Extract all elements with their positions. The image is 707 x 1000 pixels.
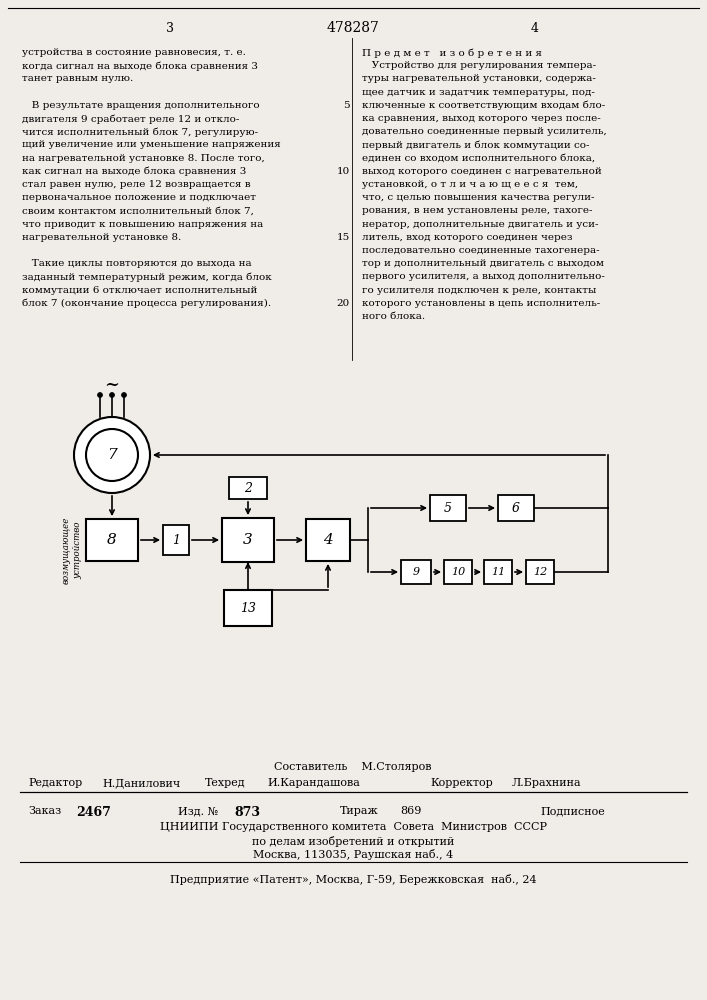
- Text: В результате вращения дополнительного: В результате вращения дополнительного: [22, 101, 259, 110]
- Text: первый двигатель и блок коммутации со-: первый двигатель и блок коммутации со-: [362, 140, 590, 150]
- Text: Н.Данилович: Н.Данилович: [102, 778, 180, 788]
- Text: 869: 869: [400, 806, 421, 816]
- Text: которого установлены в цепь исполнитель-: которого установлены в цепь исполнитель-: [362, 299, 600, 308]
- Text: щий увеличение или уменьшение напряжения: щий увеличение или уменьшение напряжения: [22, 140, 281, 149]
- Bar: [163, 525, 189, 555]
- Text: 10: 10: [451, 567, 465, 577]
- Text: 2: 2: [244, 482, 252, 494]
- Text: первого усилителя, а выход дополнительно-: первого усилителя, а выход дополнительно…: [362, 272, 605, 281]
- Text: Устройство для регулирования темпера-: Устройство для регулирования темпера-: [362, 61, 596, 70]
- Text: выход которого соединен с нагревательной: выход которого соединен с нагревательной: [362, 167, 602, 176]
- Text: Заказ: Заказ: [28, 806, 61, 816]
- Text: двигателя 9 сработает реле 12 и откло-: двигателя 9 сработает реле 12 и откло-: [22, 114, 240, 123]
- Text: 11: 11: [491, 567, 505, 577]
- Text: 6: 6: [512, 502, 520, 514]
- Text: 5: 5: [444, 502, 452, 514]
- Text: довательно соединенные первый усилитель,: довательно соединенные первый усилитель,: [362, 127, 607, 136]
- Text: Такие циклы повторяются до выхода на: Такие циклы повторяются до выхода на: [22, 259, 252, 268]
- Text: 12: 12: [533, 567, 547, 577]
- Text: на нагревательной установке 8. После того,: на нагревательной установке 8. После тог…: [22, 154, 264, 163]
- Text: 4: 4: [323, 533, 333, 547]
- Text: стал равен нулю, реле 12 возвращается в: стал равен нулю, реле 12 возвращается в: [22, 180, 250, 189]
- Text: Изд. №: Изд. №: [178, 806, 218, 816]
- Text: 4: 4: [531, 21, 539, 34]
- Text: заданный температурный режим, когда блок: заданный температурный режим, когда блок: [22, 272, 271, 282]
- Text: по делам изобретений и открытий: по делам изобретений и открытий: [252, 836, 454, 847]
- Circle shape: [122, 392, 127, 397]
- Text: устройства в состояние равновесия, т. е.: устройства в состояние равновесия, т. е.: [22, 48, 246, 57]
- Text: как сигнал на выходе блока сравнения 3: как сигнал на выходе блока сравнения 3: [22, 167, 246, 176]
- Text: 13: 13: [240, 601, 256, 614]
- Text: ЦНИИПИ Государственного комитета  Совета  Министров  СССР: ЦНИИПИ Государственного комитета Совета …: [160, 822, 547, 832]
- Text: последовательно соединенные тахогенера-: последовательно соединенные тахогенера-: [362, 246, 600, 255]
- Text: 9: 9: [412, 567, 419, 577]
- Text: блок 7 (окончание процесса регулирования).: блок 7 (окончание процесса регулирования…: [22, 299, 271, 308]
- Text: 3: 3: [243, 533, 253, 547]
- Text: Техред: Техред: [205, 778, 245, 788]
- Text: 8: 8: [107, 533, 117, 547]
- Text: 1: 1: [172, 534, 180, 546]
- Text: Москва, 113035, Раушская наб., 4: Москва, 113035, Раушская наб., 4: [253, 849, 453, 860]
- Bar: [498, 495, 534, 521]
- Text: возмущающее
устройство: возмущающее устройство: [62, 516, 82, 584]
- Text: танет равным нулю.: танет равным нулю.: [22, 74, 133, 83]
- Text: Предприятие «Патент», Москва, Г-59, Бережковская  наб., 24: Предприятие «Патент», Москва, Г-59, Бере…: [170, 874, 537, 885]
- Text: Редактор: Редактор: [28, 778, 82, 788]
- Circle shape: [98, 392, 103, 397]
- Text: установкой, о т л и ч а ю щ е е с я  тем,: установкой, о т л и ч а ю щ е е с я тем,: [362, 180, 578, 189]
- Text: ка сравнения, выход которого через после-: ка сравнения, выход которого через после…: [362, 114, 601, 123]
- Bar: [229, 477, 267, 499]
- Text: туры нагревательной установки, содержа-: туры нагревательной установки, содержа-: [362, 74, 596, 83]
- Text: ~: ~: [105, 376, 119, 394]
- Text: коммутации 6 отключает исполнительный: коммутации 6 отключает исполнительный: [22, 286, 257, 295]
- Text: ного блока.: ного блока.: [362, 312, 425, 321]
- Bar: [306, 519, 350, 561]
- Text: 2467: 2467: [76, 806, 111, 819]
- Text: 7: 7: [107, 448, 117, 462]
- Bar: [222, 518, 274, 562]
- Text: рования, в нем установлены реле, тахоге-: рования, в нем установлены реле, тахоге-: [362, 206, 592, 215]
- Circle shape: [86, 429, 138, 481]
- Bar: [484, 560, 512, 584]
- Text: Составитель    М.Столяров: Составитель М.Столяров: [274, 762, 432, 772]
- Circle shape: [74, 417, 150, 493]
- Text: литель, вход которого соединен через: литель, вход которого соединен через: [362, 233, 573, 242]
- Text: щее датчик и задатчик температуры, под-: щее датчик и задатчик температуры, под-: [362, 88, 595, 97]
- Bar: [86, 519, 138, 561]
- Text: нагревательной установке 8.: нагревательной установке 8.: [22, 233, 181, 242]
- Bar: [526, 560, 554, 584]
- Text: Подписное: Подписное: [540, 806, 604, 816]
- Text: И.Карандашова: И.Карандашова: [267, 778, 360, 788]
- Text: единен со входом исполнительного блока,: единен со входом исполнительного блока,: [362, 154, 595, 163]
- Circle shape: [110, 392, 115, 397]
- Text: 873: 873: [234, 806, 260, 819]
- Bar: [444, 560, 472, 584]
- Text: го усилителя подключен к реле, контакты: го усилителя подключен к реле, контакты: [362, 286, 597, 295]
- Text: Л.Брахнина: Л.Брахнина: [512, 778, 582, 788]
- Text: 15: 15: [337, 233, 350, 242]
- Text: первоначальное положение и подключает: первоначальное положение и подключает: [22, 193, 256, 202]
- Text: тор и дополнительный двигатель с выходом: тор и дополнительный двигатель с выходом: [362, 259, 604, 268]
- Text: что приводит к повышению напряжения на: что приводит к повышению напряжения на: [22, 220, 263, 229]
- Text: что, с целью повышения качества регули-: что, с целью повышения качества регули-: [362, 193, 595, 202]
- Text: Тираж: Тираж: [340, 806, 379, 816]
- Text: 10: 10: [337, 167, 350, 176]
- Bar: [401, 560, 431, 584]
- Text: своим контактом исполнительный блок 7,: своим контактом исполнительный блок 7,: [22, 206, 254, 215]
- Text: 5: 5: [344, 101, 350, 110]
- Bar: [430, 495, 466, 521]
- Text: 20: 20: [337, 299, 350, 308]
- Text: ключенные к соответствующим входам бло-: ключенные к соответствующим входам бло-: [362, 101, 605, 110]
- Text: П р е д м е т   и з о б р е т е н и я: П р е д м е т и з о б р е т е н и я: [362, 48, 542, 57]
- Text: чится исполнительный блок 7, регулирую-: чится исполнительный блок 7, регулирую-: [22, 127, 258, 137]
- Text: Корректор: Корректор: [430, 778, 493, 788]
- Text: 478287: 478287: [327, 21, 380, 35]
- Bar: [224, 590, 272, 626]
- Text: 3: 3: [166, 21, 174, 34]
- Text: когда сигнал на выходе блока сравнения 3: когда сигнал на выходе блока сравнения 3: [22, 61, 258, 71]
- Text: нератор, дополнительные двигатель и уси-: нератор, дополнительные двигатель и уси-: [362, 220, 599, 229]
